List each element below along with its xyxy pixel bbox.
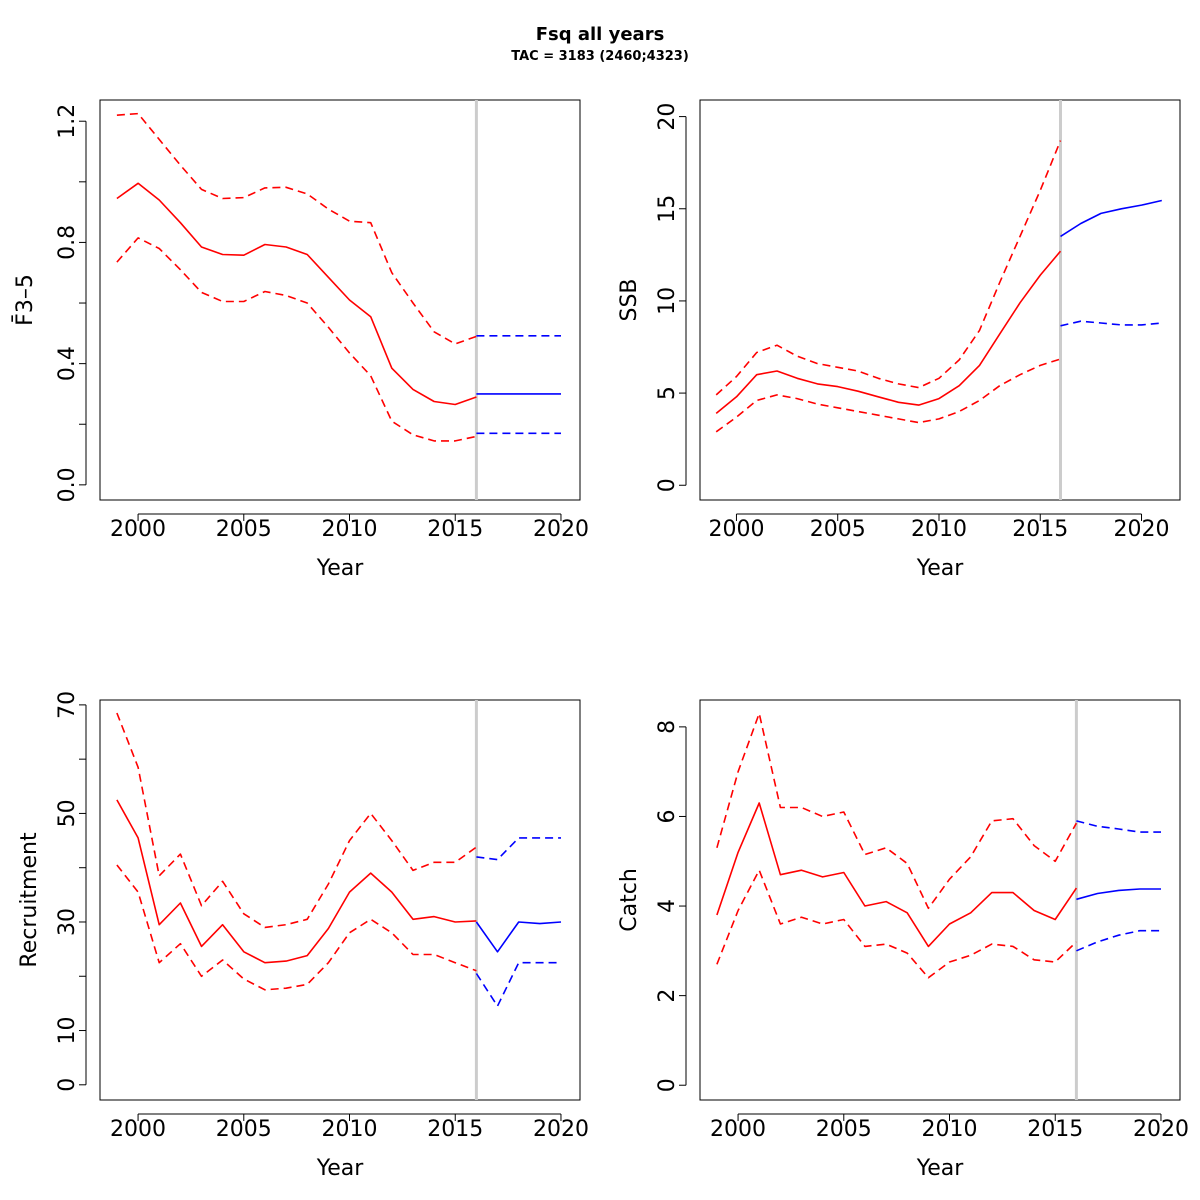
catch-y-tick-label: 4 (655, 899, 680, 913)
recruitment-x-tick-label: 2020 (533, 1117, 589, 1142)
catch-plot-box (699, 699, 1181, 1101)
catch-x-tick-label: 2005 (816, 1117, 872, 1142)
recruitment-xlabel: Year (316, 1156, 365, 1181)
catch-panel: Catch Year 2000 2005 2010 2015 2020 0 2 4 6 8 (617, 699, 1189, 1181)
recruitment-ylabel: Recruitment (17, 832, 42, 968)
recruitment-series-projection-lower (475, 961, 561, 1007)
catch-xlabel: Year (916, 1156, 965, 1181)
catch-x-tick-label: 2020 (1133, 1117, 1189, 1142)
catch-x-tick-label: 2015 (1027, 1117, 1083, 1142)
ssb-y-tick-label: 15 (655, 195, 680, 223)
fbar-x-tick-label: 2000 (110, 517, 166, 542)
ssb-series-estimate-lower (715, 358, 1061, 433)
recruitment-series-estimate (116, 799, 477, 964)
catch-x-tick-label: 2010 (922, 1117, 978, 1142)
fbar-x-tick-label: 2010 (322, 517, 378, 542)
ssb-y-tick-label: 0 (655, 478, 680, 492)
fbar-y-tick-label: 0.4 (55, 346, 80, 381)
ssb-xlabel: Year (916, 556, 965, 581)
recruitment-plot-box (99, 699, 581, 1101)
fbar-ylabel: F̄3–5 (12, 274, 38, 326)
figure-subtitle: TAC = 3183 (2460;4323) (511, 49, 689, 64)
ssb-y-tick-label: 10 (655, 287, 680, 315)
fbar-series-estimate-upper (116, 112, 477, 345)
catch-series-projection-upper (1076, 820, 1161, 833)
recruitment-x-tick-label: 2000 (110, 1117, 166, 1142)
fbar-xlabel: Year (316, 556, 365, 581)
ssb-series-estimate-upper (715, 140, 1062, 396)
catch-series-projection (1076, 888, 1161, 901)
ssb-series-projection (1060, 199, 1162, 238)
recruitment-x-tick-label: 2005 (216, 1117, 272, 1142)
fbar-series-estimate (116, 182, 477, 406)
recruitment-series-projection (475, 921, 562, 953)
catch-series-estimate-upper (716, 712, 1078, 910)
fbar-x-tick-label: 2020 (533, 517, 589, 542)
catch-series-estimate-lower (716, 869, 1077, 979)
catch-x-tick-label: 2000 (710, 1117, 766, 1142)
catch-ylabel: Catch (617, 868, 642, 932)
ssb-y-tick-label: 20 (655, 103, 680, 131)
recruitment-panel: Recruitment Year 2000 2005 2010 2015 2020 0 10… (17, 691, 589, 1181)
ssb-series-estimate (715, 250, 1062, 415)
fbar-panel: F̄3–5 Year 2000 2005 2010 2015 2020 0.0 0.4 0.8… (12, 99, 589, 581)
fbar-x-tick-label: 2015 (427, 517, 483, 542)
recruitment-series-estimate-upper (116, 712, 477, 929)
ssb-series-projection-lower (1060, 320, 1162, 327)
recruitment-y-tick-label: 50 (55, 799, 80, 827)
ssb-y-tick-label: 5 (655, 386, 680, 400)
catch-y-tick-label: 8 (655, 720, 680, 734)
ssb-x-tick-label: 2000 (708, 517, 764, 542)
recruitment-x-tick-label: 2015 (427, 1117, 483, 1142)
recruitment-y-tick-label: 70 (55, 691, 80, 719)
ssb-ylabel: SSB (617, 278, 642, 321)
fbar-plot-box (99, 99, 581, 501)
catch-series-estimate (716, 802, 1078, 948)
fbar-y-tick-label: 0.8 (55, 225, 80, 260)
ssb-x-tick-label: 2005 (810, 517, 866, 542)
recruitment-y-tick-label: 0 (55, 1078, 80, 1092)
ssb-panel: SSB Year 2000 2005 2010 2015 2020 0 5 10 15 20 (617, 99, 1181, 581)
catch-y-tick-label: 6 (655, 809, 680, 823)
recruitment-y-tick-label: 10 (55, 1017, 80, 1045)
ssb-plot-box (699, 99, 1181, 501)
fbar-x-tick-label: 2005 (216, 517, 272, 542)
ssb-x-tick-label: 2010 (911, 517, 967, 542)
fbar-y-tick-label: 1.2 (55, 104, 80, 139)
figure-title: Fsq all years (536, 24, 665, 45)
catch-y-tick-label: 0 (655, 1078, 680, 1092)
recruitment-x-tick-label: 2010 (322, 1117, 378, 1142)
ssb-x-tick-label: 2020 (1114, 517, 1170, 542)
ssb-x-tick-label: 2015 (1012, 517, 1068, 542)
recruitment-series-estimate-lower (116, 864, 477, 991)
catch-series-projection-lower (1076, 929, 1161, 952)
catch-y-tick-label: 2 (655, 989, 680, 1003)
fbar-series-estimate-lower (116, 237, 477, 442)
recruitment-y-tick-label: 30 (55, 908, 80, 936)
recruitment-series-projection-upper (476, 837, 561, 861)
fbar-y-tick-label: 0.0 (55, 467, 80, 502)
